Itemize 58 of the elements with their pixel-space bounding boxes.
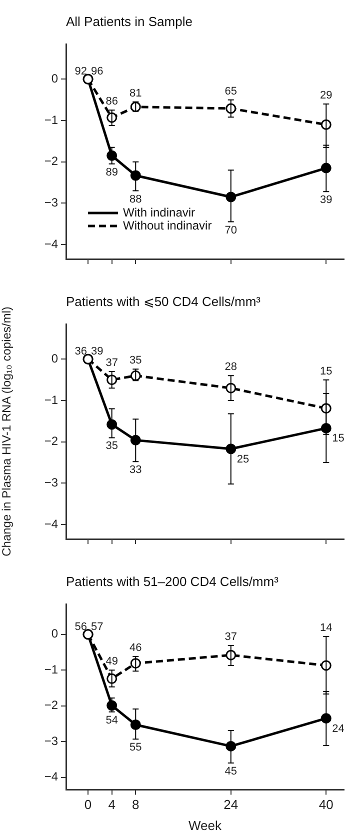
annotation: 49: [106, 656, 118, 668]
point: [226, 444, 236, 454]
legend-label: With indinavir: [123, 205, 196, 220]
chart-title: Patients with ⩽50 CD4 Cells/mm³: [66, 294, 262, 309]
annotation: 35: [130, 354, 142, 367]
annotation: 33: [130, 464, 142, 476]
y-tick-label: −4: [44, 236, 58, 251]
y-tick-label: −2: [44, 154, 58, 168]
annotation: 46: [130, 642, 142, 654]
annotation: 15: [320, 365, 332, 378]
y-tick-label: 0: [51, 71, 58, 86]
y-tick-label: −2: [44, 434, 58, 448]
annotation: 39: [91, 346, 104, 358]
annotation: 35: [106, 440, 118, 452]
x-tick-label: 4: [108, 797, 116, 812]
annotation: 39: [320, 194, 332, 206]
y-tick-label: −3: [44, 195, 58, 210]
annotation: 89: [106, 166, 118, 178]
annotation: 96: [91, 66, 104, 78]
annotation: 88: [130, 193, 142, 206]
annotation: 65: [224, 85, 238, 98]
x-axis-title: Week: [188, 818, 222, 833]
annotation: 55: [130, 742, 142, 754]
y-tick-label: −4: [44, 770, 58, 784]
y-tick-label: −1: [44, 392, 58, 407]
y-tick-label: −1: [44, 662, 58, 676]
annotation: 57: [91, 620, 104, 633]
annotation: 70: [224, 224, 238, 236]
annotation: 54: [106, 714, 118, 726]
y-axis-title: Change in Plasma HIV-1 RNA (log₁₀ copies/ml): [0, 306, 14, 556]
annotation: 28: [224, 361, 238, 374]
annotation: 37: [224, 630, 238, 643]
x-tick-label: 0: [84, 797, 92, 812]
annotation: 36: [74, 346, 88, 358]
annotation: 25: [236, 453, 250, 466]
annotation: 29: [320, 89, 332, 102]
y-tick-label: −1: [44, 112, 58, 127]
annotation: 24: [332, 722, 344, 735]
y-tick-label: −4: [44, 516, 58, 531]
annotation: 81: [130, 87, 142, 100]
chart-title: All Patients in Sample: [66, 14, 192, 29]
x-tick-label: 40: [318, 797, 334, 812]
y-tick-label: 0: [51, 626, 58, 641]
annotation: 45: [224, 766, 238, 778]
annotation: 92: [74, 66, 88, 78]
y-tick-label: 0: [51, 351, 58, 366]
annotation: 37: [106, 357, 118, 370]
chart-title: Patients with 51–200 CD4 Cells/mm³: [66, 574, 280, 589]
annotation: 56: [74, 620, 88, 633]
y-tick-label: −3: [44, 475, 58, 490]
x-tick-label: 8: [132, 797, 140, 812]
annotation: 14: [320, 622, 332, 634]
legend-label: Without indinavir: [123, 218, 212, 232]
x-tick-label: 24: [224, 797, 238, 812]
annotation: 86: [106, 96, 118, 108]
y-tick-label: −2: [44, 698, 58, 712]
annotation: 15: [332, 432, 344, 445]
y-tick-label: −3: [44, 734, 58, 748]
